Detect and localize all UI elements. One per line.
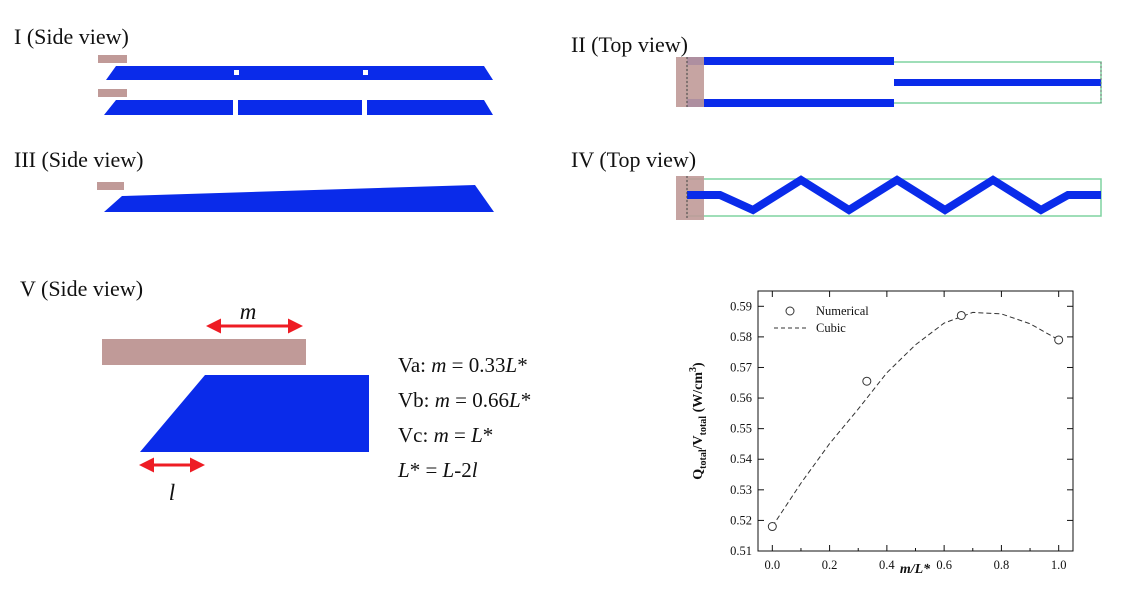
plot-frame — [757, 290, 1074, 552]
numerical-point — [767, 522, 777, 532]
legend-numerical-label: Numerical — [816, 304, 869, 318]
x-tick-label: 0.0 — [765, 558, 781, 572]
y-tick-label: 0.57 — [730, 360, 752, 374]
electrode-bottom — [98, 89, 127, 97]
panel-label-i: I (Side view) — [14, 24, 129, 49]
y-axis-label: Qtotal/Vtotal (W/cm3) — [688, 362, 709, 480]
gap-marker-2 — [363, 70, 368, 75]
x-tick-label: 0.2 — [822, 558, 838, 572]
numerical-point — [956, 310, 966, 320]
m-label: m — [240, 299, 257, 324]
conductor-segment-3 — [367, 100, 493, 115]
y-tick-label: 0.58 — [730, 330, 752, 344]
electrode-top — [98, 55, 127, 63]
legend-cubic-label: Cubic — [816, 321, 846, 335]
panel-label-ii: II (Top view) — [571, 32, 688, 57]
numerical-point — [862, 376, 872, 386]
center-branch — [894, 79, 1101, 86]
x-tick-label: 0.6 — [936, 558, 952, 572]
electrode — [97, 182, 124, 190]
y-tick-label: 0.54 — [730, 452, 753, 466]
electrode — [676, 57, 704, 107]
zigzag-conductor — [687, 175, 1101, 215]
panel-iii-diagram — [97, 182, 494, 212]
equation-vb: Vb: m = 0.66L* — [398, 388, 532, 412]
numerical-point — [1054, 335, 1064, 345]
bottom-branch — [687, 99, 894, 107]
panel-label-iv: IV (Top view) — [571, 147, 697, 172]
l-label: l — [169, 480, 175, 505]
y-tick-label: 0.56 — [730, 391, 752, 405]
equation-vc: Vc: m = L* — [398, 423, 494, 447]
panel-ii-diagram — [676, 57, 1102, 107]
panel-iv-diagram — [676, 175, 1102, 220]
panel-v-diagram: m l — [102, 299, 369, 505]
panel-label-v: V (Side view) — [20, 276, 144, 301]
conductor-solid — [106, 66, 493, 80]
conductor-segment-2 — [238, 100, 362, 115]
x-tick-label: 0.8 — [994, 558, 1010, 572]
panel-label-iii: III (Side view) — [14, 147, 144, 172]
y-tick-label: 0.55 — [730, 422, 752, 436]
y-tick-label: 0.59 — [730, 299, 752, 313]
gap-marker-1 — [234, 70, 239, 75]
electrode — [102, 339, 306, 365]
conductor-segment-1 — [104, 100, 233, 115]
x-tick-label: 1.0 — [1051, 558, 1067, 572]
x-tick-label: 0.4 — [879, 558, 895, 572]
conductor — [140, 375, 369, 452]
legend: Numerical Cubic — [774, 304, 869, 335]
legend-numerical-marker — [785, 306, 795, 316]
top-branch — [687, 57, 894, 65]
y-tick-label: 0.51 — [730, 544, 752, 558]
tapered-conductor — [104, 185, 494, 212]
x-axis-label: m/L* — [900, 562, 931, 577]
y-tick-label: 0.53 — [730, 483, 752, 497]
cubic-fit-line — [771, 311, 1059, 527]
equation-lstar: L* = L-2l — [398, 458, 478, 482]
chart: 0.0 0.2 0.4 0.6 0.8 1.0 0.51 0.52 0.53 0.54 0.55 0.… — [688, 290, 1074, 577]
y-tick-label: 0.52 — [730, 513, 752, 527]
equation-va: Va: m = 0.33L* — [398, 353, 528, 377]
panel-i-diagram — [98, 55, 493, 115]
